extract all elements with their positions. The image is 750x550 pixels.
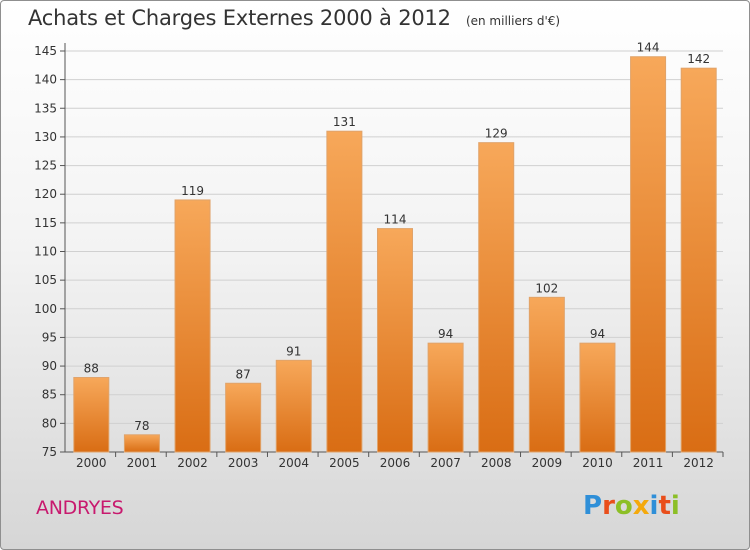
- bar-2002: [174, 199, 211, 453]
- x-tick-label-2001: 2001: [127, 456, 158, 470]
- tick-labels: 75 80 85 90 95 100 105 110 115 120 125 130 135 140 145…: [34, 44, 714, 470]
- value-label-2007: 94: [438, 327, 453, 341]
- y-tick-label-105: 105: [34, 273, 57, 287]
- proxiti-logo[interactable]: Proxiti: [583, 491, 680, 521]
- bar-2003: [225, 382, 262, 453]
- bar-2011: [630, 56, 667, 453]
- bar-2010: [579, 342, 616, 453]
- logo-letter: P: [583, 491, 603, 521]
- bar-2005: [326, 130, 363, 453]
- value-label-2002: 119: [181, 184, 204, 198]
- x-tick-label-2002: 2002: [177, 456, 208, 470]
- value-label-2003: 87: [236, 367, 251, 381]
- y-tick-label-75: 75: [42, 445, 57, 459]
- y-tick-label-120: 120: [34, 187, 57, 201]
- bar-2000: [73, 377, 110, 453]
- value-labels: 88 78 119 87 91 131 114 94 129 102 94 144 142: [84, 41, 710, 433]
- value-label-2005: 131: [333, 115, 356, 129]
- chart-title: Achats et Charges Externes 2000 à 2012: [28, 6, 451, 30]
- x-tick-label-2008: 2008: [481, 456, 512, 470]
- x-tick-label-2007: 2007: [430, 456, 461, 470]
- y-tick-label-80: 80: [42, 416, 57, 430]
- y-tick-label-100: 100: [34, 302, 57, 316]
- y-tick-label-90: 90: [42, 359, 57, 373]
- y-tick-label-130: 130: [34, 130, 57, 144]
- y-tick-label-135: 135: [34, 101, 57, 115]
- value-label-2009: 102: [535, 281, 558, 295]
- value-label-2010: 94: [590, 327, 605, 341]
- x-tick-label-2009: 2009: [532, 456, 563, 470]
- value-label-2006: 114: [384, 213, 407, 227]
- chart-subtitle: (en milliers d'€): [465, 14, 561, 28]
- logo-letter: r: [602, 491, 615, 521]
- y-tick-label-125: 125: [34, 159, 57, 173]
- bar-2009: [528, 296, 565, 453]
- x-tick-label-2000: 2000: [76, 456, 107, 470]
- value-label-2012: 142: [687, 52, 710, 66]
- bar-2006: [377, 228, 413, 453]
- x-tick-label-2010: 2010: [582, 456, 613, 470]
- y-tick-label-115: 115: [34, 216, 57, 230]
- y-tick-label-110: 110: [34, 245, 57, 259]
- bar-2001: [123, 434, 160, 453]
- logo-letter: i: [670, 491, 680, 521]
- value-label-2004: 91: [286, 344, 301, 358]
- x-tick-label-2012: 2012: [683, 456, 714, 470]
- commune-name: ANDRYES: [36, 497, 124, 519]
- value-label-2001: 78: [134, 419, 149, 433]
- value-label-2000: 88: [84, 362, 99, 376]
- logo-letter: o: [614, 491, 633, 521]
- x-tick-label-2005: 2005: [329, 456, 360, 470]
- title-row: Achats et Charges Externes 2000 à 2012 (…: [28, 6, 560, 30]
- bar-2012: [680, 67, 717, 453]
- logo-letter: t: [658, 491, 671, 521]
- bar-2008: [478, 142, 515, 453]
- value-label-2011: 144: [637, 41, 660, 55]
- y-tick-label-95: 95: [42, 330, 57, 344]
- bar-2004: [275, 359, 312, 453]
- y-tick-label-85: 85: [42, 388, 57, 402]
- logo-letter: i: [649, 491, 659, 521]
- value-label-2008: 129: [485, 127, 508, 141]
- logo-letter: x: [632, 491, 650, 521]
- x-tick-label-2006: 2006: [380, 456, 411, 470]
- y-tick-label-145: 145: [34, 44, 57, 58]
- bar-2007: [427, 342, 464, 453]
- bars: [73, 56, 717, 453]
- x-tick-label-2003: 2003: [228, 456, 259, 470]
- y-tick-label-140: 140: [34, 73, 57, 87]
- x-tick-label-2004: 2004: [278, 456, 309, 470]
- x-tick-label-2011: 2011: [633, 456, 664, 470]
